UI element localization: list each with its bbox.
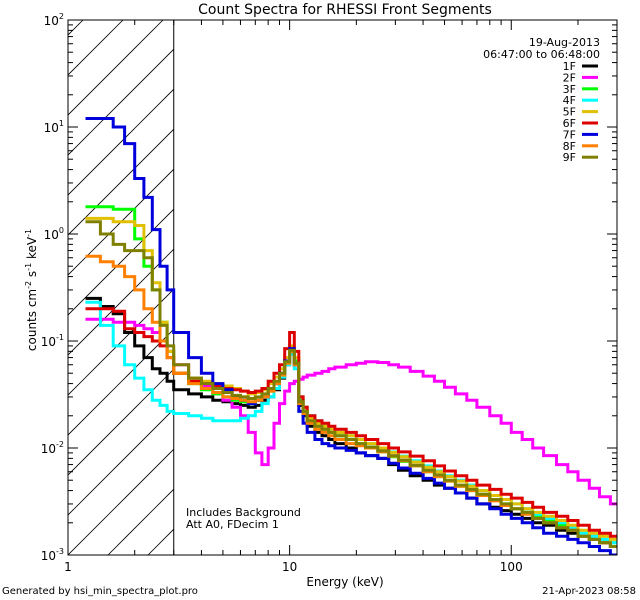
series-line-7F [85,117,617,555]
y-tick-label: 10-1 [41,333,64,349]
y-tick-label: 100 [44,226,64,242]
y-label-exp: -1 [24,229,33,237]
y-label-part: counts cm [25,289,39,351]
footer-generated-by: Generated by hsi_min_spectra_plot.pro [2,586,198,597]
y-label-part: keV [25,236,39,263]
series-line-1F [85,296,617,548]
hatch-line [107,488,174,555]
x-tick-label: 100 [500,560,523,574]
legend: 19-Aug-2013 06:47:00 to 06:48:00 1F2F3F4… [483,36,600,164]
y-label-exp: -2 [24,281,33,289]
legend-label-9F: 9F [563,151,576,164]
x-tick-label: 1 [64,560,72,574]
hatch-line [68,448,174,555]
hatch-line [68,20,164,116]
series-layer [85,117,617,555]
hatch-line [68,408,174,516]
hatched-region [68,20,175,555]
hatch-line [68,248,174,356]
series-line-8F [85,254,617,548]
x-axis-label: Energy (keV) [306,575,383,589]
y-tick-label: 10-2 [41,440,64,456]
plot-frame [67,19,618,556]
series-line-9F [85,220,617,548]
legend-label-5F: 5F [563,106,576,119]
x-tick-label: 10 [282,560,297,574]
y-tick-label: 101 [44,119,64,135]
axes: 1 10 100 102 101 100 10-1 10-2 10-3 [41,12,618,574]
y-axis-label: counts cm-2 s-1 keV-1 [24,229,39,351]
legend-date: 19-Aug-2013 [529,36,600,49]
series-line-6F [85,307,617,538]
chart-title: Count Spectra for RHESSI Front Segments [198,2,492,18]
legend-label-2F: 2F [563,71,576,84]
hatch-line [68,20,84,36]
legend-label-8F: 8F [563,140,576,153]
annotation-background: Includes Background [186,506,301,519]
legend-label-1F: 1F [563,60,576,73]
y-label-part: s [25,271,39,281]
legend-label-7F: 7F [563,128,576,141]
hatch-line [68,208,174,316]
hatch-line [68,368,174,476]
hatch-line [68,128,174,236]
y-label-exp: -1 [24,263,33,271]
y-tick-label: 10-3 [41,547,64,563]
annotation-attenuator: Att A0, FDecim 1 [186,518,279,531]
legend-label-4F: 4F [563,94,576,107]
legend-label-3F: 3F [563,83,576,96]
footer-date: 21-Apr-2023 08:58 [542,586,636,597]
legend-time-range: 06:47:00 to 06:48:00 [483,48,600,61]
hatch-line [68,48,174,156]
legend-label-6F: 6F [563,117,576,130]
y-tick-label: 102 [44,12,64,28]
